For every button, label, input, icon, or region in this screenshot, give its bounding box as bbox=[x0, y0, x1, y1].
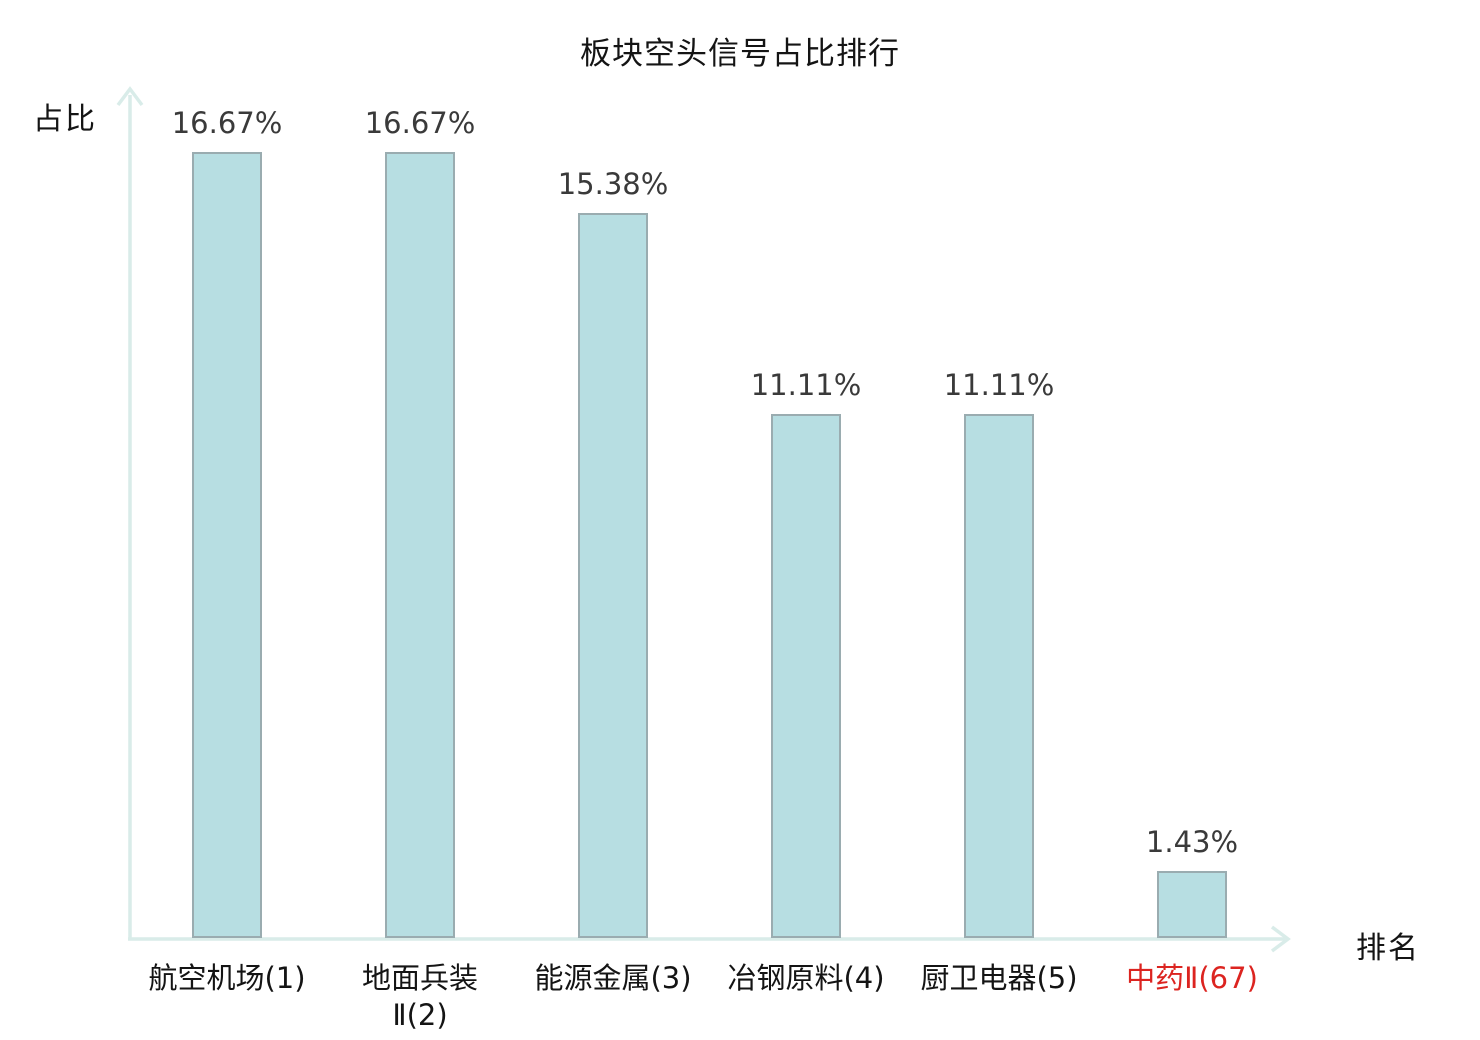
y-axis-label: 占比 bbox=[33, 102, 97, 137]
bar-value-label: 1.43% bbox=[1145, 825, 1239, 859]
bar-value-label: 15.38% bbox=[557, 167, 669, 201]
bar-category-label: 能源金属(3) bbox=[534, 961, 692, 995]
bar-value-label: 16.67% bbox=[171, 106, 283, 140]
x-axis-arrow-icon bbox=[1270, 925, 1291, 953]
bar-value-label: 11.11% bbox=[943, 368, 1055, 402]
bar bbox=[578, 213, 648, 938]
bar-value-label: 16.67% bbox=[364, 106, 476, 140]
chart-title: 板块空头信号占比排行 bbox=[580, 36, 900, 72]
bar bbox=[771, 414, 841, 938]
y-axis-arrow-icon bbox=[116, 86, 144, 107]
bar-category-label: 中药Ⅱ(67) bbox=[1126, 961, 1258, 995]
bar-category-label: 冶钢原料(4) bbox=[727, 961, 885, 995]
bar bbox=[192, 152, 262, 938]
bar bbox=[964, 414, 1034, 938]
bar-category-label: 地面兵装 Ⅱ(2) bbox=[361, 961, 478, 1032]
bar-category-label: 航空机场(1) bbox=[148, 961, 306, 995]
bar-category-label: 厨卫电器(5) bbox=[920, 961, 1078, 995]
bar bbox=[385, 152, 455, 938]
x-axis-label: 排名 bbox=[1356, 931, 1420, 966]
bar bbox=[1157, 871, 1227, 938]
bar-value-label: 11.11% bbox=[750, 368, 862, 402]
